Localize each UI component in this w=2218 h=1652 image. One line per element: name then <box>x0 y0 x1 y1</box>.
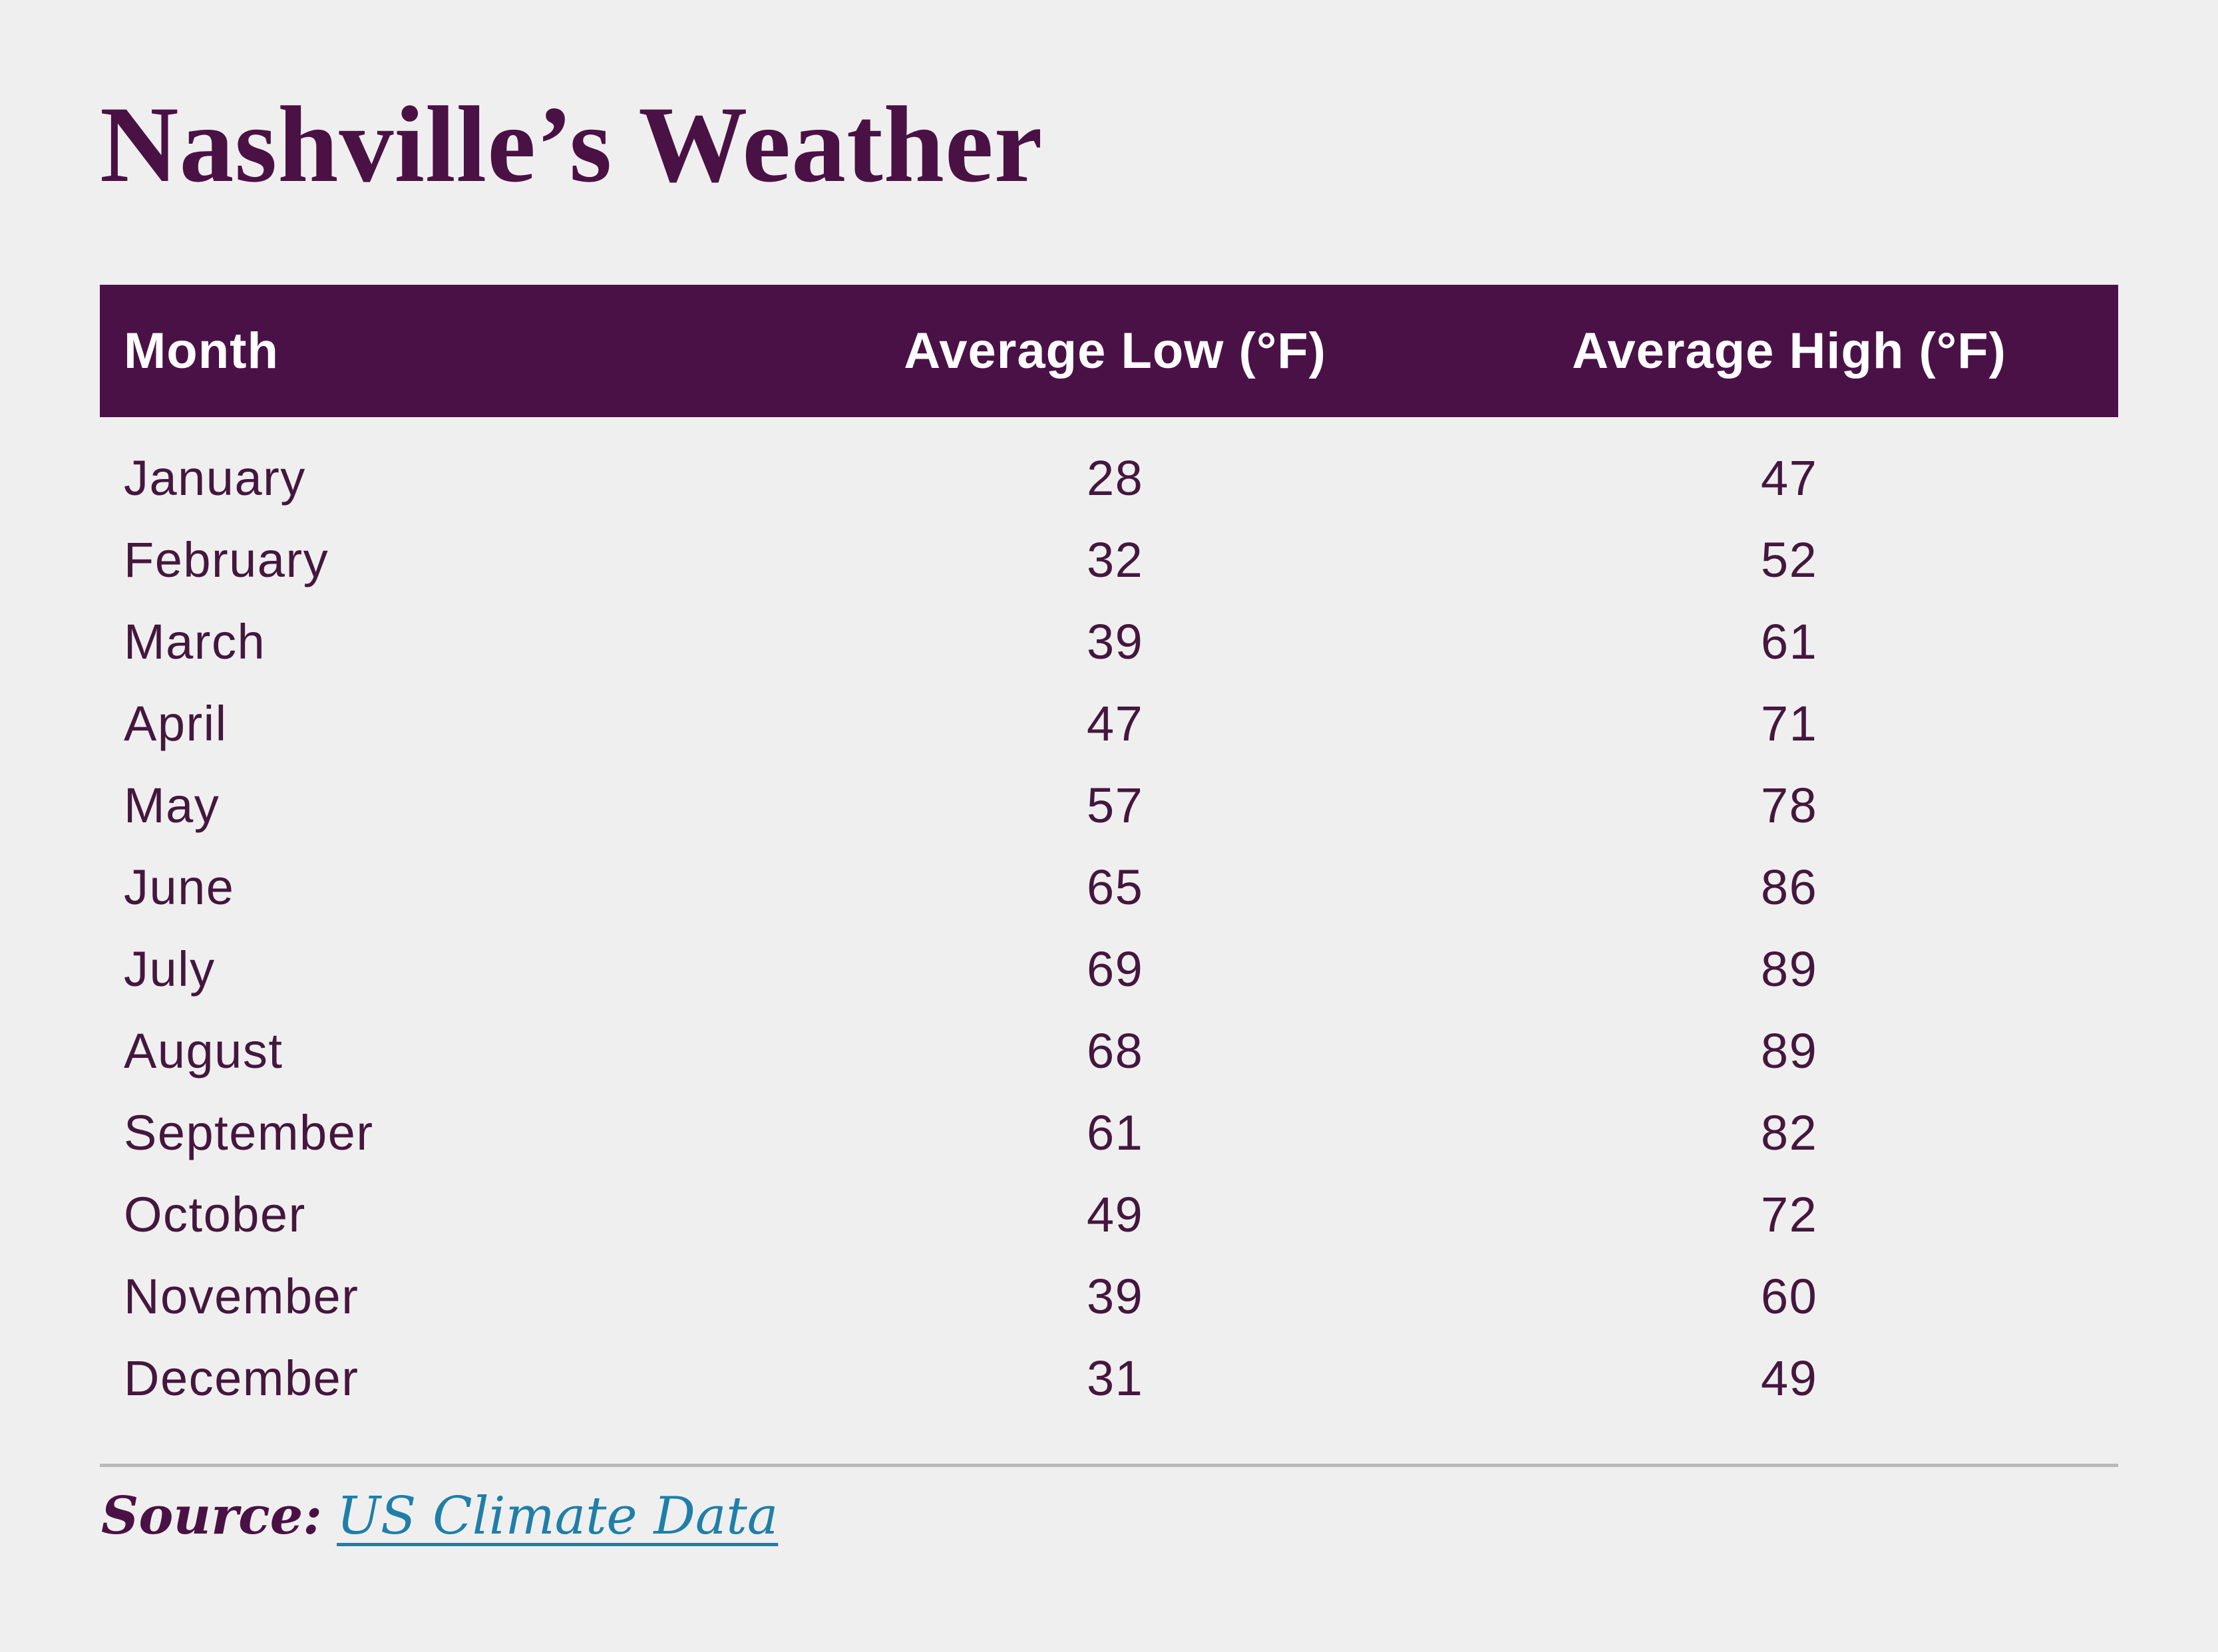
table-row: August 68 89 <box>100 1010 2118 1092</box>
table-row: April 47 71 <box>100 683 2118 764</box>
avg-low-cell: 68 <box>1086 1023 1144 1078</box>
table-row: July 69 89 <box>100 928 2118 1010</box>
table-header-row: Month Average Low (°F) Average High (°F) <box>100 285 2118 417</box>
month-cell: February <box>124 532 329 587</box>
footer-divider <box>100 1464 2118 1467</box>
month-cell: April <box>124 696 228 751</box>
avg-low-cell: 61 <box>1086 1105 1144 1160</box>
table-row: November 39 60 <box>100 1255 2118 1337</box>
header-cell-month: Month <box>124 323 279 379</box>
avg-low-cell: 28 <box>1086 450 1144 506</box>
avg-low-cell: 69 <box>1086 941 1144 997</box>
avg-high-cell: 82 <box>1760 1105 1818 1160</box>
avg-low-cell: 57 <box>1086 778 1144 833</box>
table-row: May 57 78 <box>100 764 2118 846</box>
avg-high-cell: 78 <box>1760 778 1818 833</box>
avg-high-cell: 60 <box>1760 1269 1818 1324</box>
month-cell: March <box>124 614 266 669</box>
month-cell: July <box>124 941 216 997</box>
avg-high-cell: 86 <box>1760 860 1818 915</box>
month-cell: June <box>124 860 235 915</box>
avg-low-cell: 32 <box>1086 532 1144 587</box>
avg-low-cell: 49 <box>1086 1187 1144 1242</box>
avg-low-cell: 47 <box>1086 696 1144 751</box>
table-row: October 49 72 <box>100 1174 2118 1255</box>
month-cell: May <box>124 778 220 833</box>
avg-low-cell: 65 <box>1086 860 1144 915</box>
page-title: Nashville’s Weather <box>100 84 1043 205</box>
header-cell-avg-low: Average Low (°F) <box>904 323 1326 379</box>
avg-high-cell: 47 <box>1760 450 1818 506</box>
avg-high-cell: 49 <box>1760 1351 1818 1406</box>
avg-high-cell: 89 <box>1760 941 1818 997</box>
avg-high-cell: 61 <box>1760 614 1818 669</box>
avg-high-cell: 52 <box>1760 532 1818 587</box>
table-row: January 28 47 <box>100 437 2118 519</box>
avg-high-cell: 89 <box>1760 1023 1818 1078</box>
table-row: March 39 61 <box>100 601 2118 683</box>
weather-table-body: January 28 47 February 32 52 March 39 61… <box>100 417 2118 1419</box>
month-cell: September <box>124 1105 374 1160</box>
table-row: February 32 52 <box>100 519 2118 601</box>
source-line: Source: US Climate Data <box>101 1485 778 1548</box>
month-cell: December <box>124 1351 359 1406</box>
month-cell: January <box>124 450 306 506</box>
month-cell: November <box>124 1269 359 1324</box>
avg-high-cell: 72 <box>1760 1187 1818 1242</box>
month-cell: August <box>124 1023 283 1078</box>
table-row: December 31 49 <box>100 1337 2118 1419</box>
table-row: June 65 86 <box>100 846 2118 928</box>
table-row: September 61 82 <box>100 1092 2118 1174</box>
avg-low-cell: 39 <box>1086 1269 1144 1324</box>
header-cell-avg-high: Average High (°F) <box>1572 323 2006 379</box>
month-cell: October <box>124 1187 306 1242</box>
avg-low-cell: 31 <box>1086 1351 1144 1406</box>
source-label: Source: <box>101 1486 323 1546</box>
avg-low-cell: 39 <box>1086 614 1144 669</box>
source-link[interactable]: US Climate Data <box>337 1486 779 1546</box>
avg-high-cell: 71 <box>1760 696 1818 751</box>
